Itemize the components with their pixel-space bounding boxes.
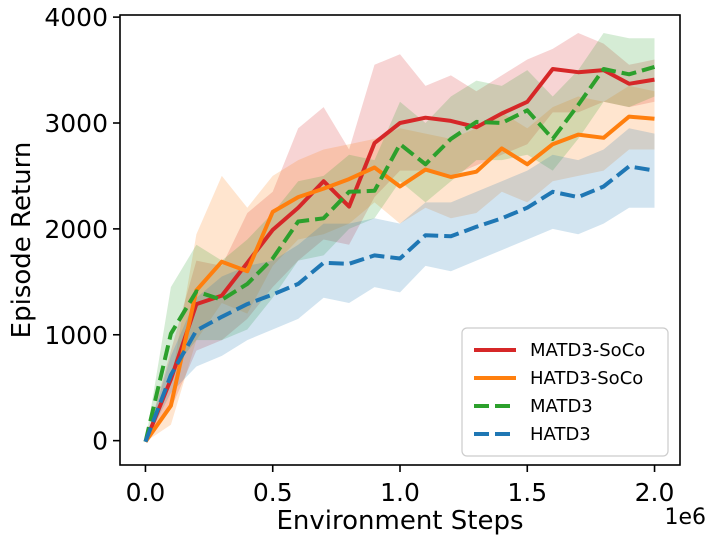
x-axis-ticks: 0.0 0.5 1.0 1.5 2.0 <box>126 465 675 507</box>
x-tick-label: 2.0 <box>635 478 675 507</box>
line-series-2 <box>143 64 656 443</box>
legend-label: HATD3 <box>530 424 591 445</box>
legend: MATD3-SoCo HATD3-SoCo MATD3 HATD3 <box>461 327 669 457</box>
y-tick-label: 4000 <box>44 3 108 32</box>
y-tick-label: 3000 <box>44 109 108 138</box>
legend-label: MATD3 <box>530 396 593 417</box>
y-axis-ticks: 0 1000 2000 3000 4000 <box>44 3 120 456</box>
y-tick-label: 2000 <box>44 215 108 244</box>
legend-box <box>461 327 669 457</box>
legend-label: HATD3-SoCo <box>530 368 643 389</box>
x-axis-label: Environment Steps <box>276 506 523 536</box>
x-tick-label: 0.0 <box>126 478 166 507</box>
band-series-2 <box>145 33 655 442</box>
line-series-1 <box>143 114 655 443</box>
band-series-0 <box>145 33 655 442</box>
x-tick-label: 1.5 <box>507 478 547 507</box>
x-tick-label: 1.0 <box>380 478 420 507</box>
line-series-0 <box>143 67 655 443</box>
series-lines <box>143 64 656 443</box>
y-axis-label: Episode Return <box>7 142 37 339</box>
band-series-1 <box>145 85 655 442</box>
x-axis-offset-label: 1e6 <box>664 505 706 530</box>
legend-label: MATD3-SoCo <box>530 340 645 361</box>
line-series-3 <box>143 164 655 443</box>
y-tick-label: 0 <box>92 427 108 456</box>
y-tick-label: 1000 <box>44 321 108 350</box>
x-tick-label: 0.5 <box>253 478 293 507</box>
